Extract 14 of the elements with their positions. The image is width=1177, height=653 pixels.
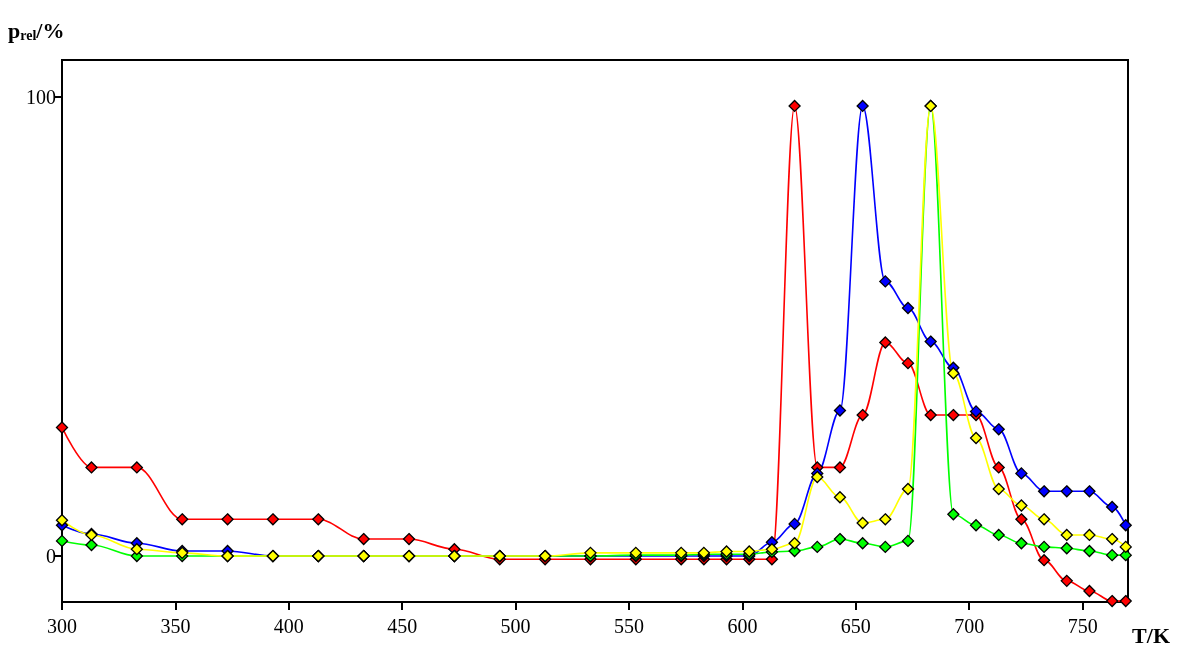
x-tick-label: 450 <box>387 615 418 637</box>
x-tick-label: 500 <box>500 615 531 637</box>
x-tick-label: 300 <box>47 615 77 637</box>
x-tick-label: 550 <box>614 615 645 637</box>
x-tick-label: 400 <box>273 615 304 637</box>
x-tick-label: 350 <box>160 615 191 637</box>
x-axis-title: T/K <box>1132 622 1170 648</box>
x-tick-label: 600 <box>727 615 758 637</box>
x-tick-label: 650 <box>840 615 871 637</box>
y-tick-label: 100 <box>26 85 56 108</box>
x-tick-label: 700 <box>954 615 985 637</box>
y-tick-label: 0 <box>46 545 56 568</box>
x-tick-label: 750 <box>1067 615 1098 637</box>
y-axis-title: prel/% <box>8 17 65 43</box>
